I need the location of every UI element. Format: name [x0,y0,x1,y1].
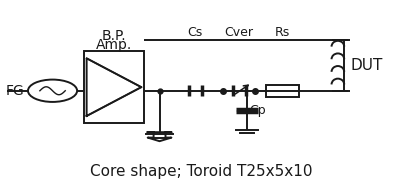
Text: B.P.: B.P. [102,29,126,43]
Text: Cs: Cs [188,25,203,39]
Bar [84,51,144,123]
Text: Amp.: Amp. [96,38,132,52]
Text: FG: FG [5,84,24,98]
Text: Cver: Cver [225,25,254,39]
Text: Rs: Rs [275,25,290,39]
Bar [266,85,300,97]
Text: Core shape; Toroid T25x5x10: Core shape; Toroid T25x5x10 [90,164,312,179]
Text: DUT: DUT [350,58,382,73]
Text: Cp: Cp [249,104,266,117]
